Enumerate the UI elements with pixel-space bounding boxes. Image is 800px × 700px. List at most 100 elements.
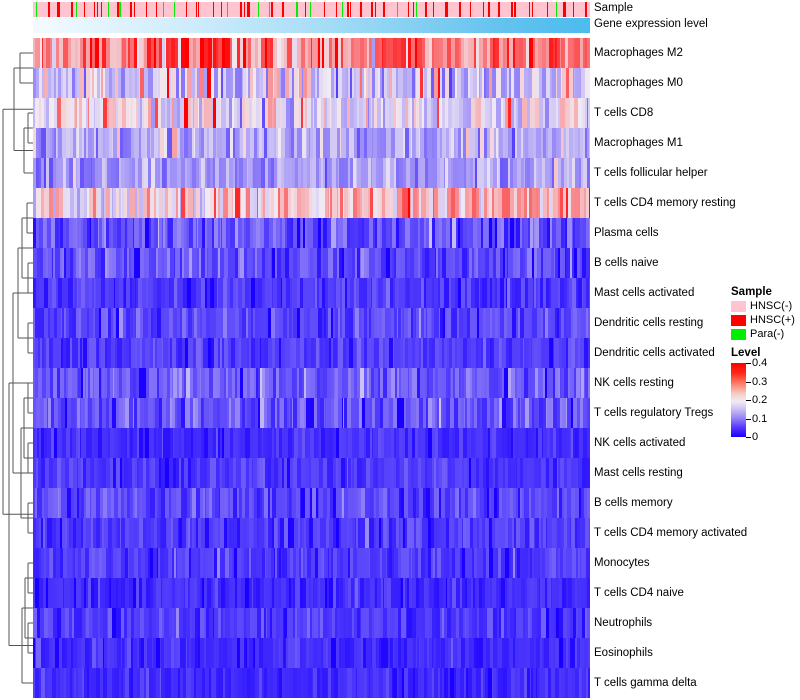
heatmap-cell — [490, 338, 493, 368]
heatmap-cell — [331, 38, 336, 68]
heatmap-cell — [300, 248, 304, 278]
heatmap-cell — [382, 38, 387, 68]
heatmap-cell — [121, 218, 126, 248]
heatmap-cell — [516, 188, 522, 218]
heatmap-cell — [542, 338, 545, 368]
heatmap-cell — [142, 188, 148, 218]
heatmap-cell — [288, 128, 292, 158]
heatmap-cell — [538, 158, 543, 188]
level-tick-label: 0.2 — [752, 394, 768, 406]
heatmap-cell — [528, 38, 534, 68]
heatmap-cell — [547, 368, 551, 398]
heatmap-cell — [157, 218, 160, 248]
heatmap-cell — [499, 308, 505, 338]
heatmap-cell — [203, 158, 206, 188]
heatmap-cell — [563, 368, 569, 398]
heatmap-cell — [128, 218, 134, 248]
heatmap-cell — [286, 278, 291, 308]
heatmap-cell — [423, 308, 427, 338]
heatmap-cell — [33, 308, 36, 338]
heatmap-cell — [157, 338, 163, 368]
heatmap-cell — [476, 218, 482, 248]
heatmap-cell — [190, 398, 194, 428]
heatmap-cell — [534, 278, 537, 308]
heatmap-cell — [348, 338, 354, 368]
heatmap-cell — [386, 368, 392, 398]
heatmap-cell — [274, 398, 278, 428]
heatmap-cell — [575, 218, 581, 248]
heatmap-cell — [166, 128, 170, 158]
heatmap-cell — [312, 188, 317, 218]
heatmap-cell — [306, 248, 309, 278]
heatmap-cell — [214, 218, 219, 248]
heatmap-cell — [564, 128, 567, 158]
heatmap-cell — [49, 158, 54, 188]
heatmap-cell — [151, 98, 156, 128]
heatmap-cell — [228, 188, 233, 218]
heatmap-cell — [129, 338, 132, 368]
heatmap-cell — [261, 338, 265, 368]
heatmap-cell — [481, 188, 485, 218]
heatmap-cell — [511, 308, 517, 338]
heatmap-cell — [419, 308, 422, 338]
heatmap-cell — [579, 188, 585, 218]
heatmap-cell — [379, 38, 383, 68]
heatmap-cell — [259, 98, 263, 128]
heatmap-cell — [202, 308, 207, 338]
heatmap-cell — [65, 128, 71, 158]
heatmap-cell — [437, 188, 441, 218]
heatmap-cell — [73, 278, 78, 308]
heatmap-cell — [74, 188, 78, 218]
heatmap-cell — [278, 338, 282, 368]
heatmap-cell — [335, 218, 340, 248]
heatmap-cell — [575, 338, 579, 368]
heatmap-cell — [560, 158, 565, 188]
heatmap-cell — [246, 338, 250, 368]
heatmap-cell — [130, 188, 136, 218]
heatmap-cell — [192, 128, 195, 158]
heatmap-cell — [259, 128, 263, 158]
heatmap-cell — [46, 338, 50, 368]
heatmap-cell — [292, 278, 298, 308]
heatmap-cell — [351, 398, 356, 428]
heatmap-cell — [470, 38, 475, 68]
heatmap-cell — [280, 398, 285, 428]
heatmap-cell — [307, 218, 310, 248]
heatmap-cell — [130, 308, 134, 338]
heatmap-cell — [504, 308, 508, 338]
heatmap-cell — [235, 188, 241, 218]
heatmap-cell — [225, 218, 229, 248]
heatmap-cell — [496, 248, 501, 278]
heatmap-cell — [337, 68, 343, 98]
heatmap-cell — [551, 308, 556, 338]
heatmap-cell — [378, 308, 383, 338]
heatmap-cell — [414, 308, 417, 338]
heatmap-cell — [421, 338, 424, 368]
heatmap-cell — [352, 158, 357, 188]
heatmap-cell — [470, 368, 473, 398]
heatmap-cell — [530, 98, 536, 128]
heatmap-cell — [393, 98, 397, 128]
heatmap-cell — [163, 338, 169, 368]
heatmap-cell — [198, 218, 203, 248]
heatmap-cell — [513, 188, 518, 218]
heatmap-cell — [571, 278, 577, 308]
heatmap-cell — [69, 248, 74, 278]
heatmap-cell — [438, 338, 443, 368]
heatmap-cell — [199, 98, 203, 128]
heatmap-cell — [548, 38, 554, 68]
heatmap-cell — [44, 188, 50, 218]
heatmap-cell — [515, 278, 518, 308]
heatmap-cell — [438, 248, 441, 278]
heatmap-cell — [264, 248, 269, 278]
heatmap-cell — [370, 278, 373, 308]
sample-annotation-stripe — [212, 2, 214, 17]
heatmap-cell — [398, 98, 403, 128]
heatmap-cell — [437, 158, 441, 188]
heatmap-cell — [338, 38, 342, 68]
heatmap-cell — [324, 308, 327, 338]
heatmap-cell — [570, 188, 576, 218]
heatmap-cell — [171, 68, 177, 98]
heatmap-cell — [52, 98, 55, 128]
heatmap-cell — [77, 128, 80, 158]
